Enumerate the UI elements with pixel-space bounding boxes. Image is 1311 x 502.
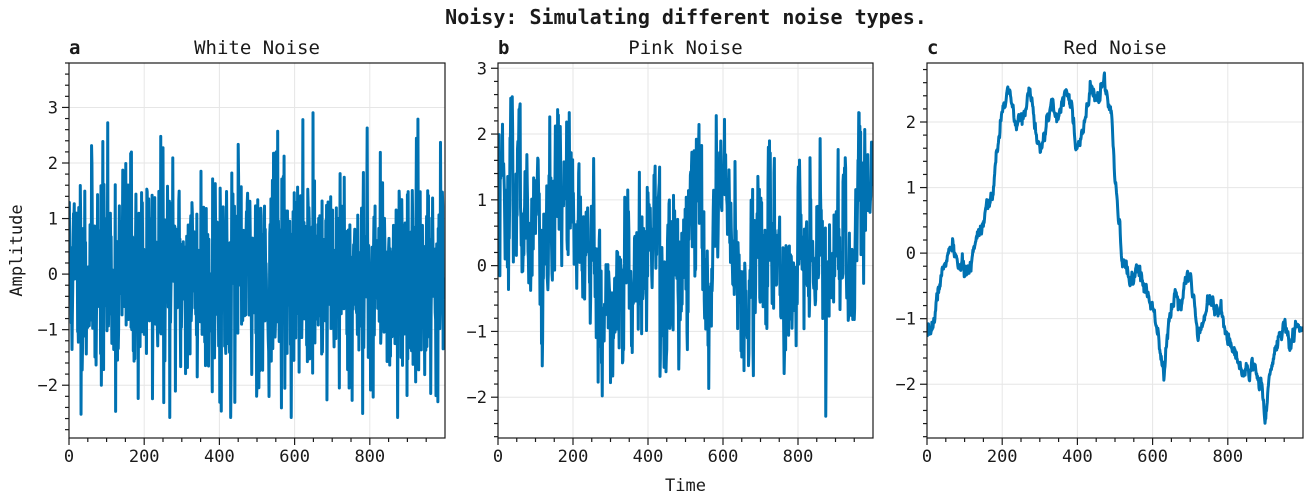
x-tick-label: 800 [783,447,814,467]
x-axis-label: Time [665,476,706,496]
y-tick-label: 1 [906,179,916,199]
x-tick-label: 600 [279,447,310,467]
y-tick-label: −2 [896,375,916,395]
x-tick-label: 200 [129,447,160,467]
panel-letter: a [69,37,80,59]
panel-letter: c [927,37,938,59]
x-tick-label: 200 [558,447,589,467]
x-tick-label: 0 [64,447,74,467]
series-line [69,111,445,419]
x-tick-label: 0 [922,447,932,467]
y-tick-label: 0 [48,265,58,285]
x-tick-label: 400 [633,447,664,467]
y-tick-label: 2 [48,154,58,174]
x-tick-label: 600 [1137,447,1168,467]
panel-title: Red Noise [1064,37,1167,59]
y-tick-label: 2 [477,125,487,145]
y-tick-label: 1 [48,210,58,230]
y-tick-label: −2 [38,376,58,396]
axes-frame [926,62,1304,439]
panel-c: 0 200 400 600 800 −2 −1 0 1 2 Red Noise c [896,37,1304,467]
y-tick-label: 1 [477,191,487,211]
series-line [927,71,1303,425]
panel-title: Pink Noise [628,37,742,59]
y-tick-label: −1 [38,321,58,341]
y-tick-label: −2 [467,388,487,408]
x-tick-label: 200 [987,447,1018,467]
grid-lines [926,63,1303,438]
panel-b: 0 200 400 600 800 −2 −1 0 1 2 3 Pink Noise b Time [467,37,874,496]
y-tick-label: 3 [477,59,487,79]
y-tick-label: −1 [896,310,916,330]
y-tick-label: 0 [477,257,487,277]
y-tick-label: 2 [906,113,916,133]
panel-title: White Noise [194,37,320,59]
x-tick-label: 0 [493,447,503,467]
y-axis-label: Amplitude [7,204,27,296]
figure-title: Noisy: Simulating different noise types. [445,5,927,29]
y-tick-label: 3 [48,98,58,118]
x-tick-label: 800 [354,447,385,467]
panel-a: 0 200 400 600 800 −2 −1 0 1 2 3 White Noise a Amplitu… [7,37,446,467]
series-line [498,95,873,418]
y-tick-label: −1 [467,322,487,342]
x-tick-label: 400 [204,447,235,467]
x-tick-label: 400 [1062,447,1093,467]
x-tick-label: 600 [708,447,739,467]
x-tick-label: 800 [1212,447,1243,467]
panel-letter: b [498,37,509,59]
y-tick-label: 0 [906,244,916,264]
